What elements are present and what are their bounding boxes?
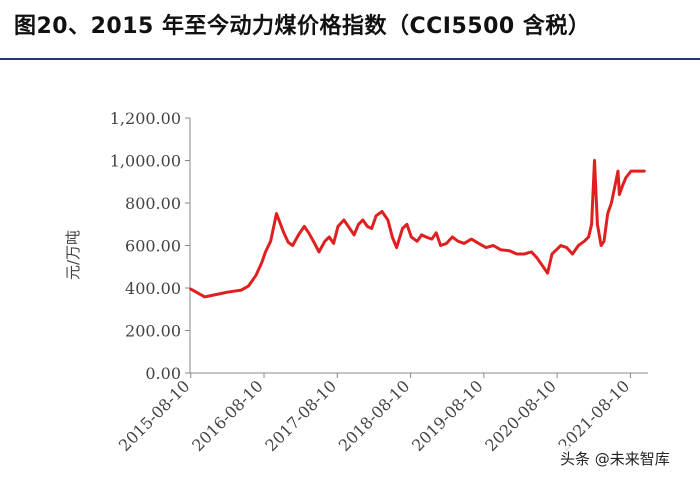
title-divider [0, 58, 700, 60]
series-line [189, 159, 646, 299]
x-tick-label: 2018-08-10 [335, 376, 414, 455]
x-tick-label: 2016-08-10 [188, 376, 267, 455]
watermark: 头条 @未来智库 [556, 446, 674, 471]
y-tick-label: 600.00 [125, 237, 181, 256]
x-tick-label: 2017-08-10 [261, 376, 340, 455]
x-tick-label: 2015-08-10 [115, 376, 194, 455]
x-tick-label: 2021-08-10 [555, 376, 634, 455]
y-axis-label: 元/万吨 [64, 230, 82, 280]
y-tick-label: 200.00 [125, 322, 181, 341]
x-tick-label: 2019-08-10 [408, 376, 487, 455]
y-axis-ticks: 0.00 200.00 400.00 600.00 800.00 1,000.00 1,20… [110, 109, 190, 383]
y-tick-label: 1,200.00 [110, 109, 181, 128]
x-tick-label: 2020-08-10 [481, 376, 560, 455]
y-tick-label: 1,000.00 [110, 152, 181, 171]
y-tick-label: 400.00 [125, 279, 181, 298]
y-tick-label: 800.00 [125, 194, 181, 213]
x-axis-ticks: 2015-08-102016-08-102017-08-102018-08-10… [115, 373, 633, 455]
page-title: 图20、2015 年至今动力煤价格指数（CCI5500 含税） [14, 14, 591, 39]
y-tick-label: 0.00 [145, 364, 181, 383]
